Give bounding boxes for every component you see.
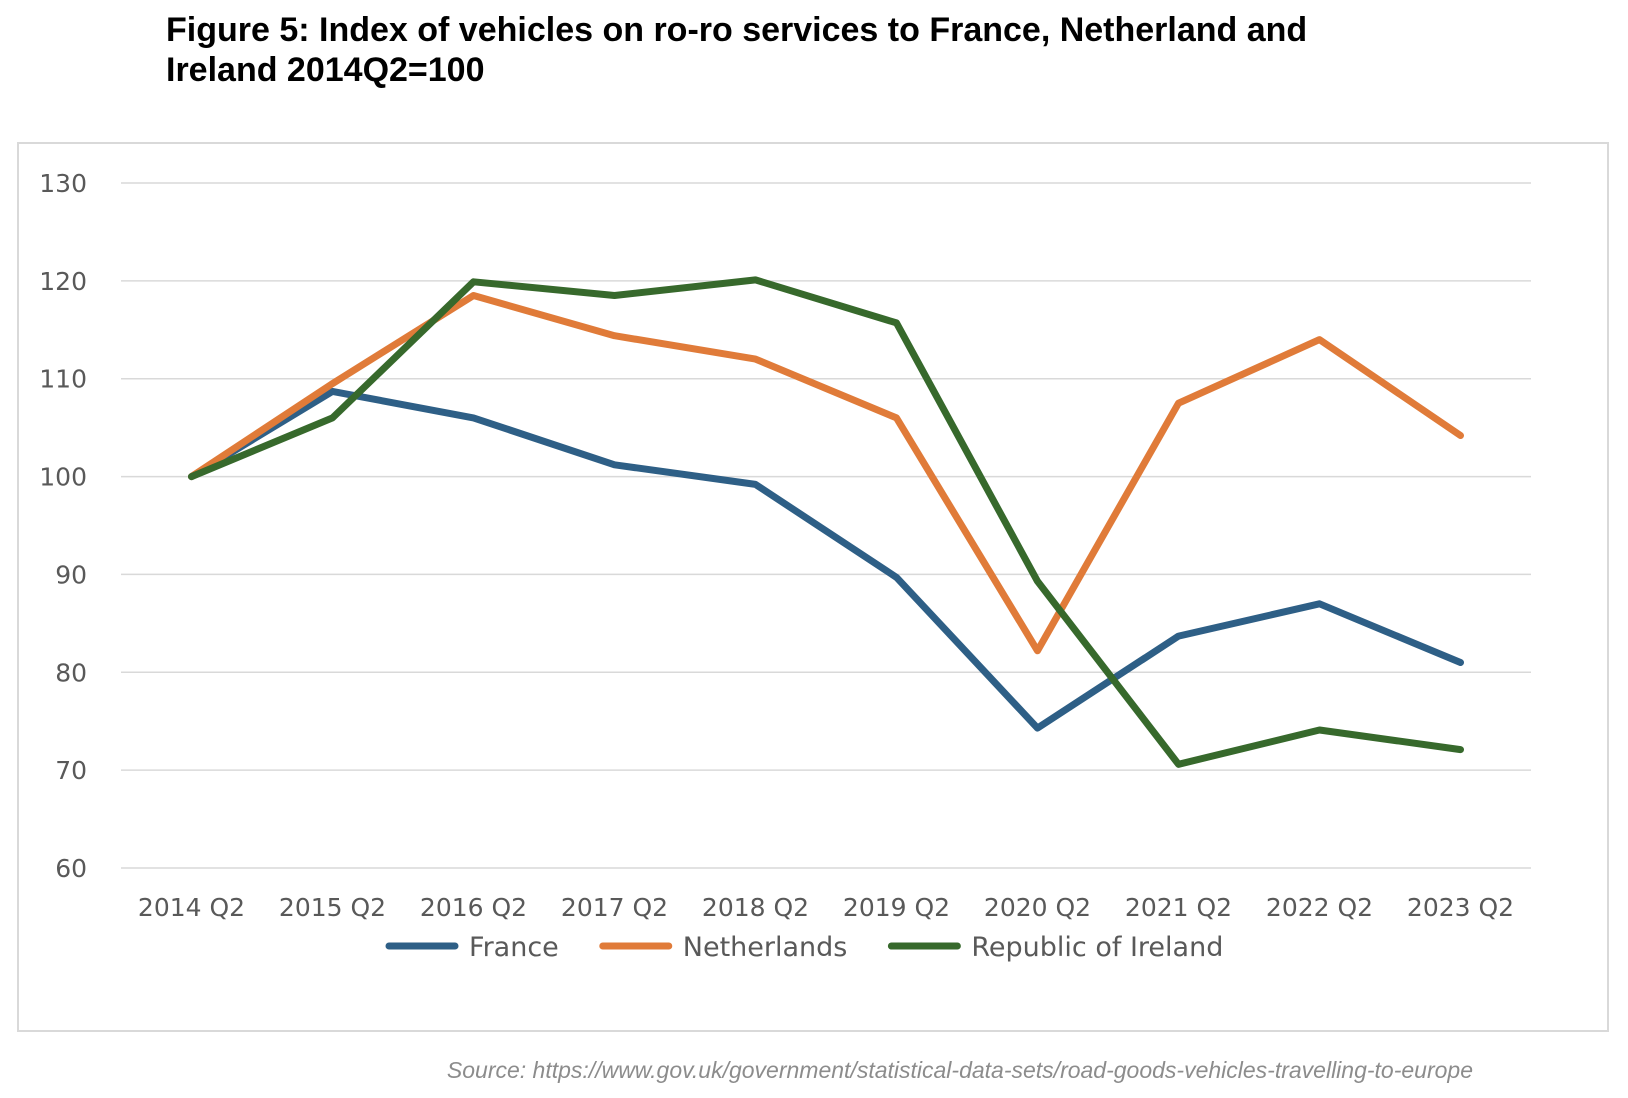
legend-label-republic-of-ireland: Republic of Ireland <box>971 932 1223 963</box>
chart-frame: 60 70 80 90 100 110 120 130 2014 Q2 2015 Q2 2016 … <box>17 142 1609 1032</box>
x-tick-label-2018-q2: 2018 Q2 <box>702 893 809 922</box>
y-tick-label-60: 60 <box>55 854 87 883</box>
series-lines <box>188 276 1464 768</box>
x-tick-label-2023-q2: 2023 Q2 <box>1407 893 1514 922</box>
line-chart: 60 70 80 90 100 110 120 130 2014 Q2 2015 Q2 2016 … <box>39 169 1531 963</box>
y-tick-label-100: 100 <box>39 463 87 492</box>
x-tick-label-2016-q2: 2016 Q2 <box>420 893 527 922</box>
x-tick-label-2014-q2: 2014 Q2 <box>138 893 245 922</box>
x-tick-label-2015-q2: 2015 Q2 <box>279 893 386 922</box>
series-line-netherlands <box>188 292 1464 655</box>
figure-title-line-1: Figure 5: Index of vehicles on ro-ro ser… <box>166 11 1308 49</box>
series-line-france <box>188 387 1464 732</box>
x-tick-label-2020-q2: 2020 Q2 <box>984 893 1091 922</box>
gridlines <box>121 182 1531 869</box>
y-tick-label-130: 130 <box>39 169 87 198</box>
x-axis-ticks: 2014 Q2 2015 Q2 2016 Q2 2017 Q2 2018 Q2 2019 … <box>138 893 1514 922</box>
x-tick-label-2017-q2: 2017 Q2 <box>561 893 668 922</box>
y-tick-label-120: 120 <box>39 267 87 296</box>
legend-label-netherlands: Netherlands <box>683 932 848 963</box>
x-tick-label-2022-q2: 2022 Q2 <box>1266 893 1373 922</box>
figure-title: Figure 5: Index of vehicles on ro-ro ser… <box>166 10 1466 90</box>
series-line-republic-of-ireland <box>188 276 1464 768</box>
y-tick-label-110: 110 <box>39 365 87 394</box>
y-tick-label-90: 90 <box>55 560 87 589</box>
y-axis-ticks: 60 70 80 90 100 110 120 130 <box>39 169 87 883</box>
source-note: Source: https://www.gov.uk/government/st… <box>446 1057 1473 1083</box>
x-tick-label-2021-q2: 2021 Q2 <box>1125 893 1232 922</box>
x-tick-label-2019-q2: 2019 Q2 <box>843 893 950 922</box>
y-tick-label-70: 70 <box>55 756 87 785</box>
legend-label-france: France <box>469 932 559 963</box>
figure-title-line-2: Ireland 2014Q2=100 <box>166 51 485 89</box>
y-tick-label-80: 80 <box>55 658 87 687</box>
legend: France Netherlands Republic of Ireland <box>385 932 1223 963</box>
